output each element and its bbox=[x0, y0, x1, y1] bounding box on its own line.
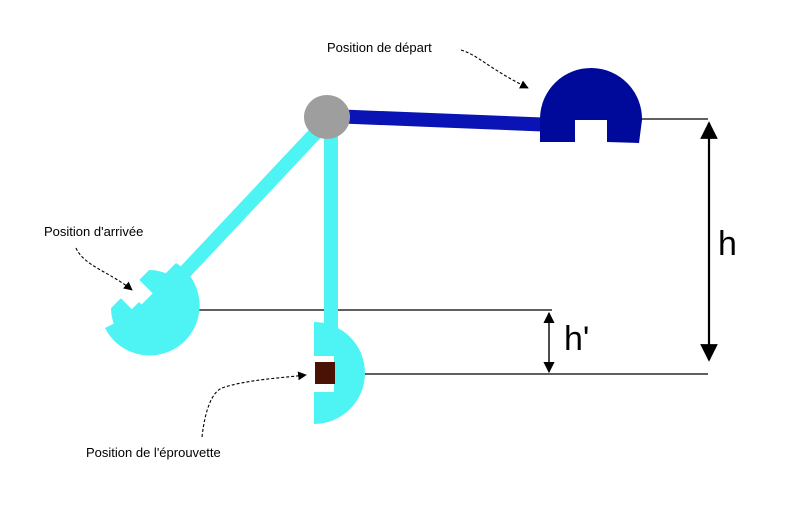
specimen bbox=[315, 362, 335, 384]
arrival-arm bbox=[178, 119, 330, 278]
specimen-leader-arrow bbox=[201, 371, 307, 438]
pivot bbox=[304, 95, 350, 139]
h-label: h bbox=[718, 225, 737, 263]
start-position-label: Position de départ bbox=[327, 40, 432, 55]
start-leader-arrow bbox=[460, 49, 529, 89]
start-hammer bbox=[540, 67, 643, 143]
specimen-position-label: Position de l'éprouvette bbox=[86, 445, 221, 460]
specimen-hammer bbox=[314, 322, 365, 424]
arrival-leader-arrow bbox=[75, 247, 133, 291]
arrival-hammer-shape bbox=[105, 263, 200, 356]
h-prime-label: h' bbox=[564, 320, 589, 358]
arrival-position-label: Position d'arrivée bbox=[44, 224, 143, 239]
start-arm bbox=[329, 109, 556, 132]
